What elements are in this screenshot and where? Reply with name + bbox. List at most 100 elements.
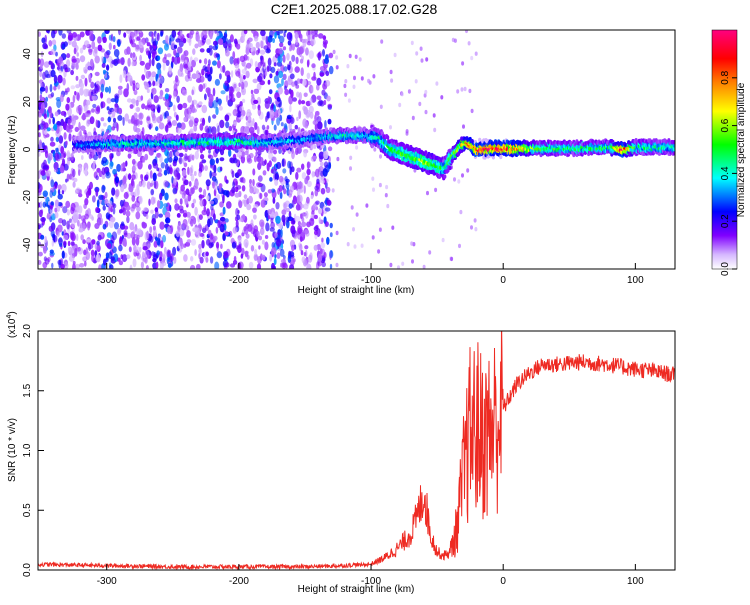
noise-speckle [209,256,214,264]
noise-speckle [219,212,225,217]
noise-speckle [39,94,43,101]
noise-speckle [117,85,123,90]
noise-speckle [275,202,280,210]
noise-speckle [264,235,269,239]
noise-speckle [171,30,177,38]
noise-speckle [102,185,106,191]
noise-speckle [215,53,220,58]
noise-speckle [152,172,157,182]
noise-speckle [299,33,303,43]
noise-speckle [98,194,104,200]
noise-speckle [204,165,209,172]
noise-speckle [95,207,100,213]
noise-speckle [208,59,211,66]
noise-speckle [83,88,89,97]
noise-speckle [324,57,329,64]
noise-speckle [279,114,283,122]
noise-speckle [190,255,194,262]
noise-speckle [163,203,169,208]
noise-speckle [297,181,304,190]
noise-speckle [311,85,314,94]
noise-speckle [255,150,258,157]
noise-speckle [222,233,226,241]
noise-speckle [335,230,339,236]
noise-speckle [95,175,99,181]
noise-speckle [51,262,54,269]
noise-speckle [208,149,211,154]
noise-speckle [202,227,207,234]
noise-speckle [101,55,104,63]
noise-speckle [297,225,303,234]
noise-speckle [280,259,287,264]
noise-speckle [277,55,283,64]
noise-speckle [157,47,164,55]
noise-speckle [149,44,153,51]
noise-speckle [262,170,267,176]
noise-speckle [185,188,190,195]
noise-speckle [80,234,84,241]
noise-speckle [190,218,194,227]
noise-speckle [148,235,154,243]
noise-speckle [60,146,65,154]
noise-speckle [258,245,261,250]
noise-speckle [44,258,50,265]
noise-speckle [159,192,163,201]
noise-speckle [71,40,77,48]
noise-speckle [135,44,140,50]
noise-speckle [127,119,132,124]
noise-speckle [232,51,236,60]
noise-speckle [295,147,299,155]
noise-speckle [277,86,283,95]
noise-speckle [311,155,317,160]
noise-speckle [432,113,436,118]
noise-speckle [53,184,58,190]
noise-speckle [109,264,114,269]
noise-speckle [267,189,273,194]
noise-speckle [199,256,204,264]
noise-speckle [76,233,79,242]
noise-speckle [166,151,170,160]
noise-speckle [84,69,88,74]
noise-speckle [267,209,272,215]
noise-speckle [123,191,129,200]
noise-speckle [304,245,309,250]
noise-speckle [224,218,229,223]
noise-speckle [358,57,362,62]
noise-speckle [84,260,87,267]
noise-speckle [205,257,209,263]
noise-speckle [276,96,281,102]
noise-speckle [49,249,54,254]
noise-speckle [384,193,388,198]
noise-speckle [106,97,112,104]
noise-speckle [132,150,138,155]
noise-speckle [459,209,463,215]
noise-speckle [53,124,58,131]
noise-speckle [214,78,220,86]
noise-speckle [123,32,127,38]
noise-speckle [50,61,54,70]
noise-speckle [206,208,210,217]
noise-speckle [271,262,275,269]
noise-speckle [238,200,243,209]
noise-speckle [135,246,140,254]
noise-speckle [278,109,281,117]
noise-speckle [168,121,172,126]
noise-speckle [55,147,59,152]
noise-speckle [325,70,330,77]
noise-speckle [324,207,331,212]
noise-speckle [389,69,393,75]
noise-speckle [281,209,287,216]
noise-speckle [246,154,251,163]
noise-speckle [84,77,88,87]
noise-speckle [229,263,236,268]
noise-speckle [304,229,310,235]
noise-speckle [312,35,315,40]
noise-speckle [314,189,319,197]
noise-speckle [380,39,384,44]
noise-speckle [103,122,107,127]
noise-speckle [195,33,200,42]
noise-speckle [270,217,274,224]
noise-speckle [282,168,287,174]
noise-speckle [203,189,207,198]
ridge-cell [386,135,390,140]
